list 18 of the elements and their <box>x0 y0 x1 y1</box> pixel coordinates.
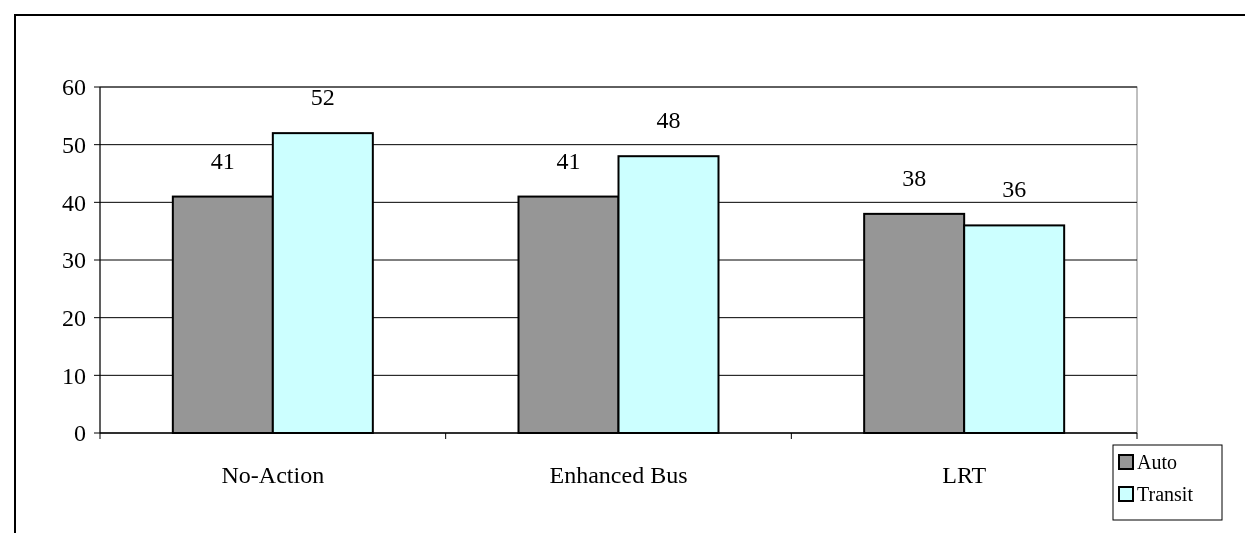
y-tick-label: 40 <box>62 189 86 216</box>
data-label: 41 <box>210 147 235 174</box>
x-tick-label: Enhanced Bus <box>549 462 688 488</box>
data-label: 38 <box>902 164 927 191</box>
x-tick-label: LRT <box>942 462 987 488</box>
x-tick-label: No-Action <box>221 462 325 488</box>
legend-label: Auto <box>1137 451 1177 473</box>
data-label: 36 <box>1002 176 1027 203</box>
legend-label: Transit <box>1137 483 1194 505</box>
y-tick-label: 60 <box>62 74 86 101</box>
y-tick-label: 10 <box>62 362 86 389</box>
y-tick-label: 20 <box>62 305 86 332</box>
data-label: 48 <box>656 107 681 134</box>
data-label: 41 <box>556 147 581 174</box>
y-tick-label: 30 <box>62 247 86 274</box>
data-label: 52 <box>310 84 335 111</box>
y-tick-label: 0 <box>74 420 86 447</box>
y-tick-label: 50 <box>62 132 86 159</box>
